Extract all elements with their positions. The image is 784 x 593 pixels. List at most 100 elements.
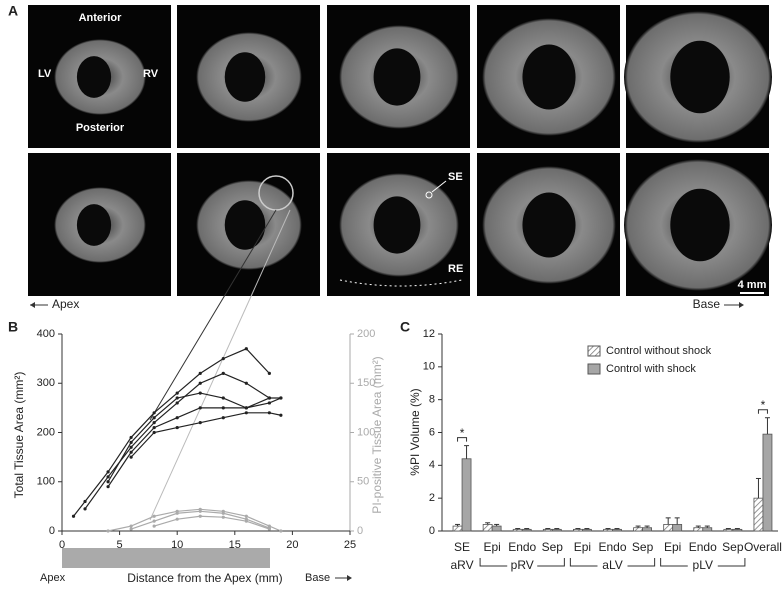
orientation-label: Posterior: [76, 122, 125, 134]
arrowhead: [739, 302, 744, 308]
arrowhead: [347, 575, 352, 581]
x-tick-label: 0: [59, 539, 65, 551]
data-point: [129, 440, 133, 444]
data-point: [129, 450, 133, 454]
ventricle: [224, 52, 266, 102]
bar: [482, 524, 493, 532]
annotation: RE: [448, 263, 463, 275]
group-label: aRV: [450, 558, 473, 572]
data-point: [129, 445, 133, 449]
data-line: [107, 397, 282, 488]
bar: [732, 528, 743, 532]
data-point: [221, 396, 225, 400]
x-axis-label: Distance from the Apex (mm): [127, 571, 282, 585]
y-tick-label: 400: [37, 328, 55, 340]
y-tick-label: 10: [423, 361, 435, 373]
data-point: [221, 416, 225, 420]
x-tick-label: Endo: [689, 540, 717, 554]
data-point: [175, 511, 179, 515]
group-label: pLV: [693, 558, 713, 572]
y-tick-label: 12: [423, 328, 435, 340]
bar: [612, 528, 622, 532]
y-tick-label: 4: [429, 459, 435, 471]
data-point: [221, 371, 225, 375]
data-point: [106, 485, 110, 489]
x-tick-label: Sep: [632, 540, 654, 554]
connector-line: [149, 209, 291, 521]
ventricle: [670, 188, 730, 262]
data-point: [129, 435, 133, 440]
bar: [633, 527, 643, 532]
data-point: [221, 406, 225, 410]
x-tick-label: Epi: [483, 540, 500, 554]
bar: [542, 528, 553, 532]
panel-label: C: [400, 319, 410, 335]
bar: [753, 497, 764, 532]
data-point: [198, 371, 202, 375]
x-tick-label: 10: [171, 539, 183, 551]
data-point: [152, 421, 156, 425]
group-bracket: [569, 558, 656, 567]
data-line: [130, 510, 270, 530]
y2-axis-label: PI-positive Tissue Area (mm²): [370, 356, 384, 513]
ventricle: [76, 204, 112, 246]
data-point: [244, 347, 248, 351]
data-line: [153, 515, 270, 530]
data-point: [244, 411, 248, 415]
y2-tick-label: 0: [357, 525, 363, 537]
connector-line: [149, 209, 277, 421]
data-point: [175, 401, 179, 405]
data-point: [244, 381, 248, 385]
ventricle: [373, 196, 421, 254]
annotation-arrow: [431, 180, 447, 193]
data-point: [198, 509, 202, 513]
y-tick-label: 8: [429, 394, 435, 406]
data-point: [267, 411, 271, 415]
data-point: [152, 524, 156, 528]
ventricle: [522, 44, 576, 110]
data-point: [175, 416, 179, 420]
ruler: [62, 548, 270, 568]
data-point: [175, 391, 179, 395]
y2-tick-label: 150: [357, 377, 375, 389]
data-point: [152, 519, 156, 523]
data-point: [106, 529, 110, 533]
legend-swatch: [587, 345, 601, 357]
data-point: [221, 511, 225, 515]
legend-swatch: [587, 363, 601, 375]
data-point: [221, 357, 225, 361]
data-point: [83, 499, 87, 504]
data-point: [267, 371, 271, 375]
annotation: SE: [448, 171, 463, 183]
data-point: [106, 470, 110, 474]
ventricle: [224, 200, 266, 250]
group-label: aLV: [602, 558, 622, 572]
data-line: [130, 412, 282, 458]
data-point: [279, 396, 283, 400]
bar: [702, 527, 713, 532]
data-point: [83, 507, 87, 511]
ventricle: [522, 192, 576, 258]
base-label: Base: [693, 297, 721, 311]
legend-label: Control with shock: [606, 363, 696, 375]
y-tick-label: 200: [37, 426, 55, 438]
significance-label: *: [460, 426, 465, 440]
legend-label: Control without shock: [606, 345, 712, 357]
x-tick-label: Epi: [664, 540, 681, 554]
x-tick-label: 25: [344, 539, 356, 551]
data-point: [106, 480, 110, 484]
y-tick-label: 2: [429, 492, 435, 504]
bar: [642, 527, 652, 532]
x-tick-label: 15: [229, 539, 241, 551]
data-point: [244, 514, 248, 518]
significance-bracket: [757, 409, 768, 414]
data-point: [152, 416, 156, 420]
significance-label: *: [761, 398, 766, 412]
significance-bracket: [457, 437, 468, 442]
arrowhead: [30, 302, 35, 308]
x-tick-label: Endo: [508, 540, 536, 554]
bar: [762, 433, 773, 532]
scale-label: 4 mm: [738, 279, 767, 291]
data-point: [129, 455, 133, 459]
apex-label: Apex: [52, 297, 79, 311]
